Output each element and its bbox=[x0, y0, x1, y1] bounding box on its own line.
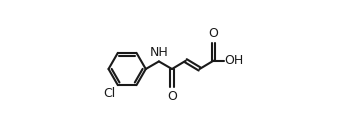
Text: O: O bbox=[167, 90, 177, 103]
Text: Cl: Cl bbox=[104, 87, 116, 100]
Text: OH: OH bbox=[224, 54, 244, 67]
Text: O: O bbox=[208, 27, 218, 40]
Text: NH: NH bbox=[150, 46, 168, 59]
